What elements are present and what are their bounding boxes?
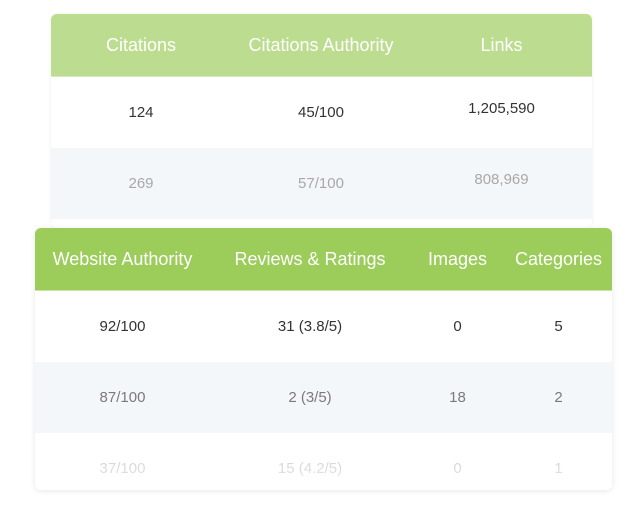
website-authority-table-header: Website Authority Reviews & Ratings Imag… <box>35 228 612 291</box>
cell-citations: 269 <box>128 175 154 192</box>
cell-website-authority: 92/100 <box>99 318 146 335</box>
cell-images: 18 <box>449 389 466 406</box>
header-links: Links <box>480 34 523 55</box>
cell-links: 808,969 <box>474 171 529 188</box>
website-authority-table: Website Authority Reviews & Ratings Imag… <box>35 228 612 490</box>
cell-images: 0 <box>453 318 462 335</box>
table-row: 92/100 31 (3.8/5) 0 5 <box>35 291 612 362</box>
cell-website-authority: 37/100 <box>99 460 146 477</box>
citations-table: Citations Citations Authority Links 124 … <box>51 14 592 228</box>
cell-categories: 5 <box>554 318 563 335</box>
citations-table-header: Citations Citations Authority Links <box>51 14 592 77</box>
cell-images: 0 <box>453 460 462 477</box>
header-website-authority: Website Authority <box>52 248 193 269</box>
table-row: 87/100 2 (3/5) 18 2 <box>35 362 612 433</box>
cell-website-authority: 87/100 <box>99 389 146 406</box>
cell-categories: 1 <box>554 460 563 477</box>
cell-reviews-ratings: 15 (4.2/5) <box>277 460 343 477</box>
cell-links: 1,205,590 <box>468 100 535 117</box>
cell-reviews-ratings: 31 (3.8/5) <box>277 318 343 335</box>
header-citations: Citations <box>105 34 177 55</box>
table-row: 124 45/100 1,205,590 <box>51 77 592 148</box>
cell-citations: 124 <box>128 104 154 121</box>
cell-categories: 2 <box>554 389 563 406</box>
cell-citations-authority: 45/100 <box>298 104 344 121</box>
header-images: Images <box>427 248 488 269</box>
header-reviews-ratings: Reviews & Ratings <box>234 248 386 269</box>
header-categories: Categories <box>514 248 603 269</box>
table-row: 269 57/100 808,969 <box>51 148 592 219</box>
cell-reviews-ratings: 2 (3/5) <box>288 389 332 406</box>
table-row: 37/100 15 (4.2/5) 0 1 <box>35 433 612 490</box>
header-citations-authority: Citations Authority <box>248 34 394 55</box>
cell-citations-authority: 57/100 <box>298 175 344 192</box>
